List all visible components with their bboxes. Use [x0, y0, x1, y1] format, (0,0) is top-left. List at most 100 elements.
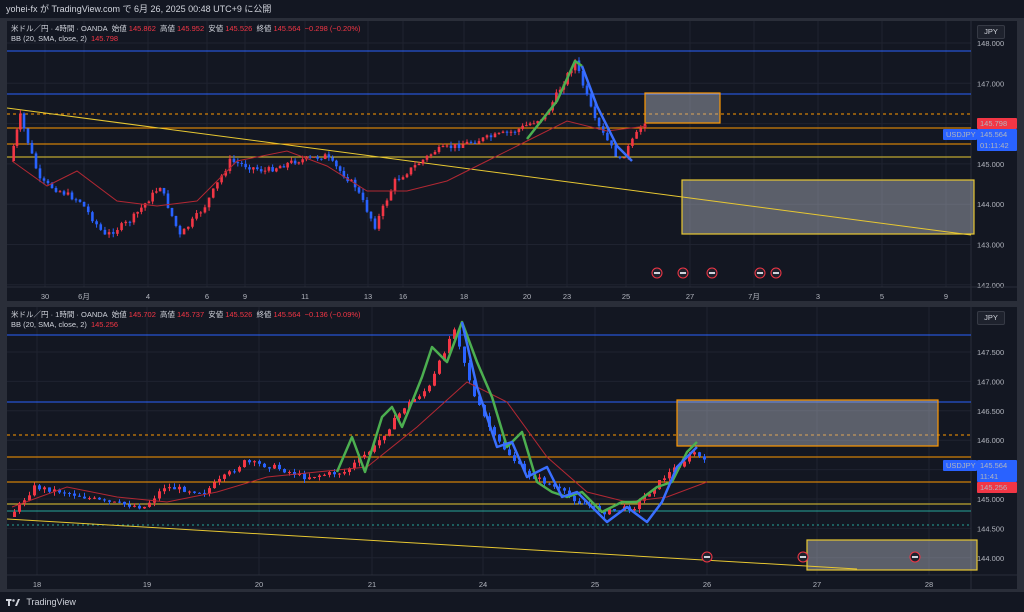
candle-body — [70, 192, 74, 200]
candle-body — [268, 467, 271, 469]
time-tick-label: 27 — [686, 292, 694, 301]
candle-body — [489, 135, 493, 138]
time-tick-label: 11 — [301, 292, 309, 301]
price-tag-text: 145.256 — [980, 483, 1007, 492]
high-label: 高値 — [160, 24, 175, 33]
chart-panel-1h[interactable]: 米ドル／円 · 1時間 · OANDA 始値 145.702 高値 145.737 … — [6, 306, 1018, 590]
close-value: 145.564 — [273, 24, 301, 33]
close-label: 終値 — [256, 310, 272, 319]
candle-body — [178, 486, 181, 490]
event-flag-icon — [704, 556, 710, 558]
candle-body — [429, 154, 433, 156]
candle-body — [68, 493, 71, 495]
time-tick-label: 20 — [255, 580, 263, 589]
candle-body — [297, 162, 301, 164]
candle-body — [118, 501, 121, 503]
candle-body — [683, 461, 686, 467]
candle-body — [120, 223, 123, 230]
candle-body — [493, 427, 496, 435]
candle-body — [417, 163, 421, 166]
time-tick-label: 16 — [399, 292, 407, 301]
price-tag — [977, 140, 1017, 150]
candle-body — [228, 471, 231, 475]
candle-body — [614, 145, 618, 157]
candle-body — [453, 144, 457, 149]
time-tick-label: 4 — [146, 292, 150, 301]
footer: TradingView — [0, 592, 1024, 612]
candle-body — [186, 226, 190, 229]
currency-badge[interactable]: JPY — [977, 25, 1005, 39]
price-tag-text: 11:41 — [980, 472, 998, 481]
publish-caption-text: yohei-fx が TradingView.com で 6月 26, 2025… — [6, 4, 272, 14]
price-chart-1h[interactable]: 147.500147.000146.500146.000145.500145.0… — [7, 307, 1018, 590]
time-tick-label: 6 — [205, 292, 209, 301]
candle-body — [703, 456, 706, 460]
candle-body — [224, 170, 228, 176]
candle-body — [138, 505, 141, 509]
candle-body — [477, 141, 481, 144]
candle-body — [208, 488, 211, 494]
zone-box — [806, 539, 978, 571]
candle-body — [481, 137, 485, 142]
candle-body — [333, 472, 336, 475]
candle-body — [30, 142, 34, 154]
price-tick-label: 147.000 — [977, 377, 1004, 386]
candle-body — [338, 473, 341, 475]
candle-body — [216, 182, 219, 189]
forecast-path-blue — [460, 321, 698, 524]
candle-body — [163, 488, 166, 492]
candle-body — [132, 213, 136, 223]
candle-body — [397, 178, 401, 180]
currency-badge[interactable]: JPY — [977, 311, 1005, 325]
candle-body — [53, 489, 56, 492]
price-tick-label: 144.000 — [977, 200, 1004, 209]
close-value: 145.564 — [273, 310, 301, 319]
candle-body — [622, 157, 626, 159]
candle-body — [485, 135, 489, 138]
bb-label: BB (20, SMA, close, 2) — [11, 320, 87, 329]
open-label: 始値 — [111, 310, 127, 319]
candle-body — [517, 128, 521, 133]
candle-body — [688, 454, 691, 462]
candle-body — [536, 121, 539, 124]
candle-body — [162, 187, 166, 194]
candle-body — [348, 468, 351, 473]
change-value: −0.136 (−0.09%) — [304, 310, 361, 319]
candle-body — [389, 190, 393, 201]
candle-body — [240, 162, 244, 164]
candle-body — [191, 218, 194, 227]
candle-body — [308, 477, 311, 480]
symbol-label: 米ドル／円 · 4時間 · OANDA — [11, 24, 108, 33]
candle-body — [220, 175, 223, 183]
candle-body — [140, 207, 143, 212]
bb-mid-line — [11, 381, 708, 508]
candle-body — [316, 156, 319, 159]
candle-body — [555, 92, 558, 103]
candle-body — [188, 491, 191, 493]
candle-body — [223, 474, 226, 479]
candle-body — [643, 496, 646, 501]
candle-body — [445, 145, 449, 147]
chart-panel-4h[interactable]: 米ドル／円 · 4時間 · OANDA 始値 145.862 高値 145.952 … — [6, 20, 1018, 302]
candle-body — [263, 463, 266, 468]
candle-body — [543, 477, 546, 484]
time-tick-label: 30 — [41, 292, 49, 301]
candle-body — [441, 146, 445, 148]
candle-body — [283, 469, 286, 473]
time-tick-label: 26 — [703, 580, 711, 589]
candle-body — [663, 478, 666, 481]
publish-caption: yohei-fx が TradingView.com で 6月 26, 2025… — [0, 0, 1024, 18]
price-chart-4h[interactable]: 148.000147.000146.000145.000144.000143.0… — [7, 21, 1018, 302]
candle-body — [199, 212, 203, 214]
candle-body — [244, 163, 247, 168]
candle-body — [508, 449, 511, 456]
candle-body — [618, 156, 622, 159]
candle-body — [363, 454, 366, 458]
candle-body — [211, 188, 215, 198]
low-value: 145.526 — [225, 310, 253, 319]
candle-body — [449, 145, 453, 149]
candle-body — [613, 509, 616, 511]
candle-body — [174, 215, 178, 226]
candle-body — [513, 455, 516, 461]
candle-body — [373, 218, 377, 229]
